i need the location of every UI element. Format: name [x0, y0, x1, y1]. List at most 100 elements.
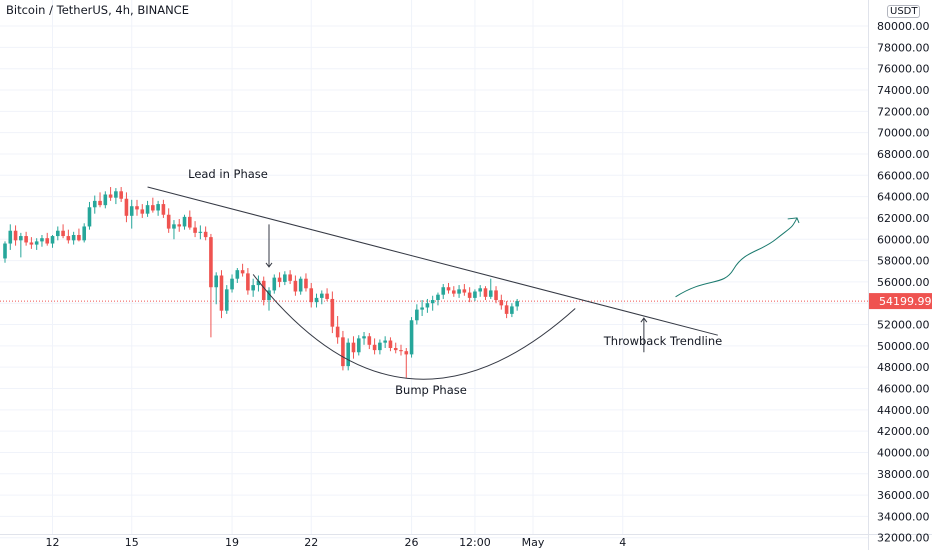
candle-body-down[interactable] — [277, 277, 282, 282]
candle-body-down[interactable] — [494, 290, 498, 301]
candle-body-down[interactable] — [166, 214, 171, 229]
candle-body-down[interactable] — [246, 273, 250, 291]
forecast-path[interactable] — [675, 217, 798, 298]
candle-body-up[interactable] — [420, 307, 424, 310]
candle-body-down[interactable] — [209, 237, 213, 288]
candle-body-up[interactable] — [478, 288, 482, 292]
candle-body-up[interactable] — [267, 290, 271, 301]
candle-body-up[interactable] — [346, 342, 350, 367]
candle-body-up[interactable] — [362, 336, 366, 339]
candle-body-down[interactable] — [161, 204, 166, 215]
candle-body-down[interactable] — [393, 347, 398, 351]
interval-label[interactable]: 4h — [115, 3, 131, 17]
candle-body-up[interactable] — [224, 289, 229, 311]
candle-body-down[interactable] — [108, 194, 113, 198]
candle-body-down[interactable] — [119, 191, 123, 199]
candle-body-up[interactable] — [320, 293, 324, 298]
candle-body-up[interactable] — [425, 303, 430, 308]
candle-body-down[interactable] — [140, 209, 145, 214]
candle-body-up[interactable] — [3, 243, 7, 259]
candle-body-down[interactable] — [325, 293, 329, 299]
candle-body-up[interactable] — [441, 287, 446, 295]
candle-body-up[interactable] — [71, 234, 76, 241]
candle-body-up[interactable] — [473, 291, 477, 298]
candle-body-up[interactable] — [129, 206, 134, 216]
candle-body-up[interactable] — [8, 230, 13, 244]
candle-body-down[interactable] — [388, 340, 393, 348]
candle-body-up[interactable] — [356, 338, 361, 353]
candle-body-up[interactable] — [50, 236, 55, 244]
candle-body-up[interactable] — [488, 290, 493, 297]
candle-body-down[interactable] — [499, 300, 504, 306]
candle-body-up[interactable] — [145, 205, 150, 214]
candle-body-up[interactable] — [430, 300, 435, 304]
candle-body-down[interactable] — [203, 231, 208, 238]
bump-curve[interactable] — [252, 274, 576, 380]
candle-body-down[interactable] — [240, 270, 245, 274]
candle-body-down[interactable] — [304, 278, 308, 289]
candle-body-up[interactable] — [34, 241, 39, 245]
candle-body-down[interactable] — [177, 224, 182, 227]
candle-body-down[interactable] — [135, 206, 139, 210]
candle-body-down[interactable] — [335, 326, 340, 338]
candle-body-down[interactable] — [372, 344, 377, 351]
candle-body-up[interactable] — [510, 306, 514, 314]
candle-body-down[interactable] — [193, 227, 197, 233]
candle-body-up[interactable] — [383, 340, 387, 343]
candle-body-down[interactable] — [188, 216, 192, 228]
candle-body-up[interactable] — [40, 238, 44, 242]
candle-body-down[interactable] — [351, 342, 356, 353]
candle-body-down[interactable] — [66, 236, 71, 241]
candle-body-down[interactable] — [483, 288, 488, 297]
candle-body-up[interactable] — [436, 294, 440, 301]
candle-body-down[interactable] — [261, 280, 266, 301]
candle-body-down[interactable] — [13, 230, 18, 241]
candle-body-down[interactable] — [341, 337, 345, 367]
candle-body-up[interactable] — [87, 207, 92, 227]
candle-body-down[interactable] — [452, 290, 456, 294]
candle-body-down[interactable] — [462, 289, 467, 293]
candle-body-up[interactable] — [19, 236, 23, 241]
annotation-label[interactable]: Bump Phase — [395, 383, 467, 397]
currency-badge[interactable]: USDT — [887, 5, 921, 18]
candle-body-up[interactable] — [56, 230, 60, 237]
candle-body-up[interactable] — [82, 226, 86, 241]
candle-body-up[interactable] — [283, 274, 287, 282]
candle-body-up[interactable] — [182, 216, 187, 227]
candle-body-down[interactable] — [293, 280, 298, 292]
candle-body-up[interactable] — [172, 224, 176, 229]
annotation-label[interactable]: Throwback Trendline — [603, 334, 722, 348]
candle-body-up[interactable] — [457, 289, 461, 294]
candle-body-up[interactable] — [198, 231, 203, 233]
candle-body-down[interactable] — [467, 292, 472, 298]
candle-body-up[interactable] — [314, 297, 319, 303]
candle-body-down[interactable] — [77, 234, 81, 241]
candle-body-up[interactable] — [156, 204, 160, 211]
candle-body-up[interactable] — [298, 278, 303, 292]
candle-body-down[interactable] — [45, 238, 50, 244]
candle-body-up[interactable] — [114, 191, 118, 198]
candle-body-up[interactable] — [103, 194, 108, 206]
candle-body-down[interactable] — [124, 198, 129, 216]
candle-body-down[interactable] — [367, 336, 372, 345]
candle-body-down[interactable] — [446, 287, 451, 291]
candle-body-down[interactable] — [98, 200, 102, 206]
annotation-label[interactable]: Lead in Phase — [188, 167, 268, 181]
candle-body-up[interactable] — [92, 200, 97, 208]
trendline[interactable] — [147, 186, 718, 336]
candle-body-down[interactable] — [219, 275, 224, 311]
candle-body-up[interactable] — [378, 342, 382, 351]
candle-body-down[interactable] — [151, 205, 155, 211]
candle-body-down[interactable] — [330, 298, 335, 327]
candle-body-down[interactable] — [29, 242, 34, 245]
candle-body-down[interactable] — [24, 236, 28, 243]
candle-body-down[interactable] — [61, 230, 65, 237]
candle-body-up[interactable] — [409, 320, 414, 355]
candle-body-up[interactable] — [515, 301, 519, 307]
candle-body-down[interactable] — [288, 274, 292, 281]
candle-body-up[interactable] — [214, 275, 218, 288]
candle-body-down[interactable] — [404, 351, 409, 355]
candle-body-up[interactable] — [272, 277, 277, 291]
